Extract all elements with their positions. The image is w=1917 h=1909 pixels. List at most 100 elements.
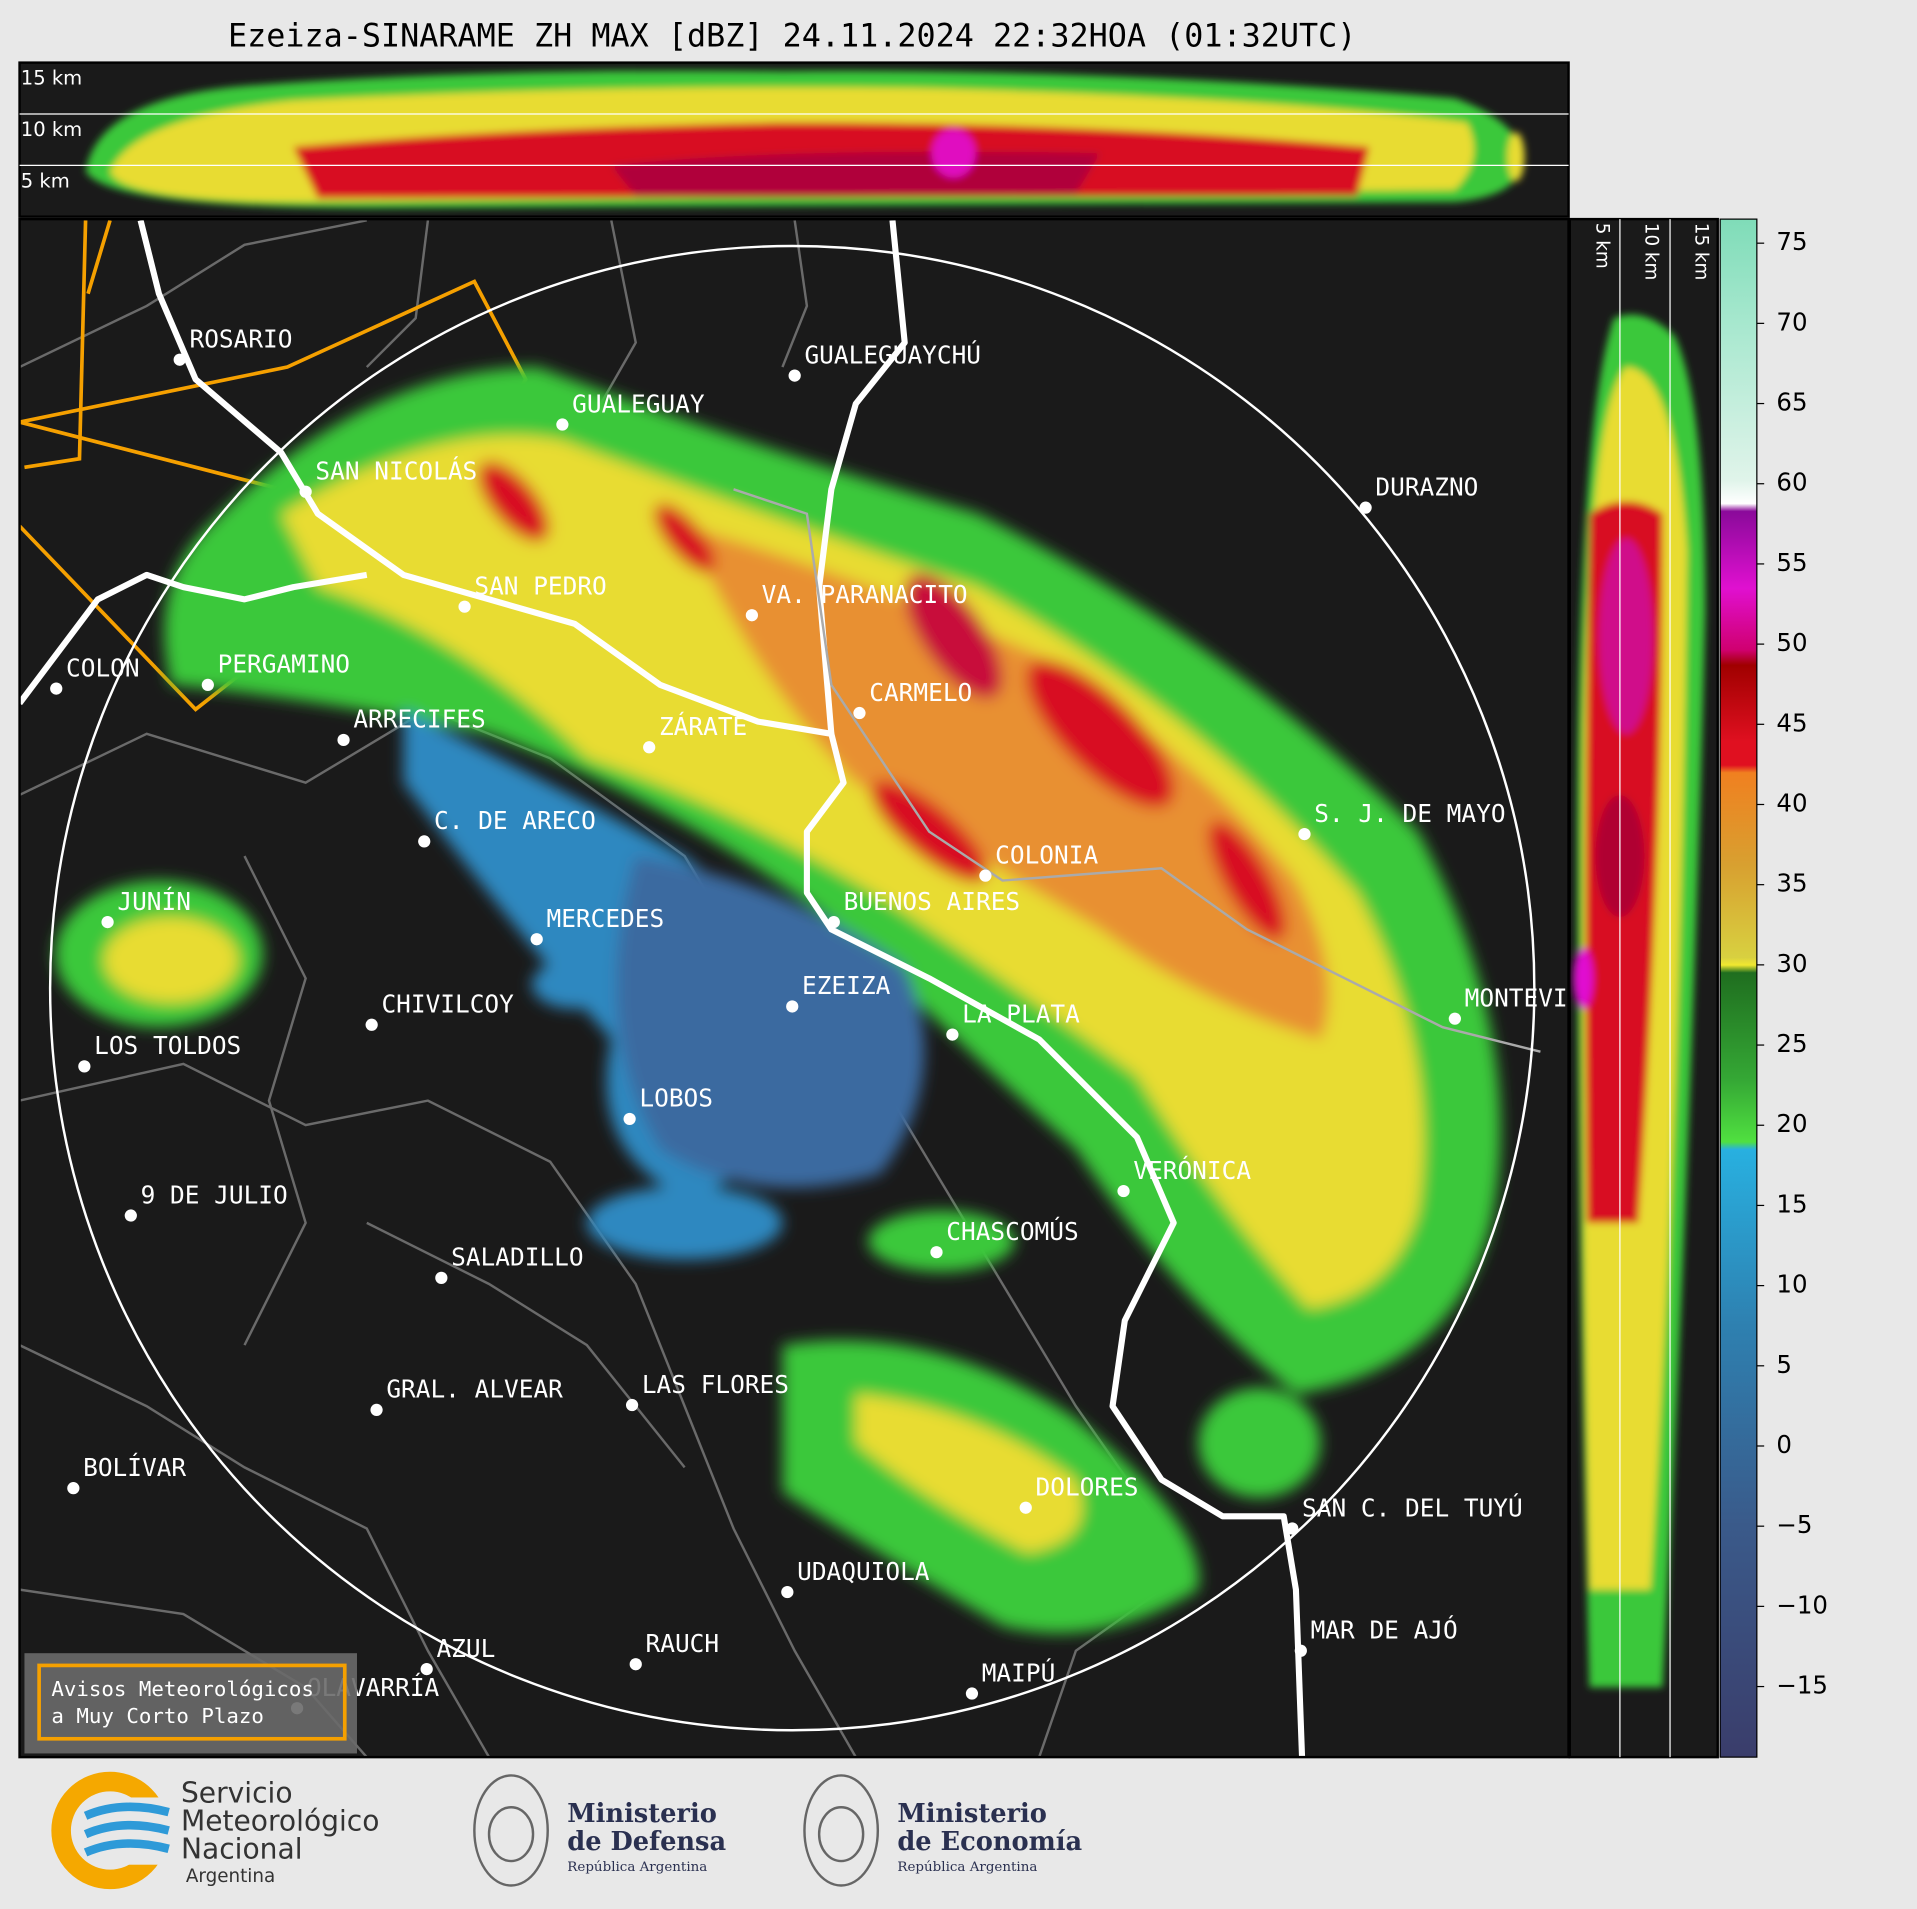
place-label: MAIPÚ [982, 1657, 1056, 1687]
place-label: JUNÍN [117, 887, 191, 916]
right-cross-section: 5 km 10 km 15 km [1568, 217, 1719, 1759]
place-dot [50, 682, 63, 695]
place-label: RAUCH [646, 1629, 720, 1658]
place-label: ZÁRATE [659, 712, 747, 741]
place-dot [979, 869, 992, 882]
place-dot [788, 369, 801, 382]
place-dot [556, 418, 569, 431]
radar-map: ROSARIO GUALEGUAYCHÚ GUALEGUAY SAN NICOLÁS D… [18, 217, 1612, 1759]
place-dot [781, 1585, 794, 1599]
place-dot [101, 915, 114, 929]
colorbar: −15 −10 −5 0 5 10 15 20 25 30 35 40 45 50 55 60 65 70 75 [1719, 218, 1828, 1758]
height-label: 15 km [1691, 223, 1712, 281]
place-dot [946, 1028, 959, 1041]
colorbar-tick-label: 65 [1776, 388, 1807, 417]
place-label: EZEIZA [802, 971, 891, 1000]
top-cross-section: 15 km 10 km 5 km [18, 61, 1570, 218]
colorbar-tick-label: 40 [1776, 788, 1807, 817]
place-dot [786, 1000, 799, 1013]
place-dot [337, 733, 350, 747]
legend-line: Avisos Meteorológicos [51, 1677, 314, 1701]
place-label: LA PLATA [962, 999, 1080, 1028]
place-dot [1286, 1522, 1299, 1535]
logo-text: Ministerio [897, 1799, 1047, 1829]
height-label: 10 km [1641, 223, 1662, 281]
place-label: GUALEGUAYCHÚ [804, 339, 981, 369]
place-label: CARMELO [869, 678, 972, 707]
place-label: COLON [66, 653, 140, 682]
logo-text: Meteorológico [181, 1804, 380, 1837]
place-dot [530, 933, 543, 946]
legend-line: a Muy Corto Plazo [51, 1704, 264, 1728]
place-label: SAN NICOLÁS [315, 457, 477, 486]
place-dot [124, 1209, 137, 1222]
place-label: DOLORES [1036, 1472, 1139, 1501]
place-dot [458, 600, 471, 613]
place-dot [365, 1018, 378, 1031]
place-dot [420, 1662, 433, 1676]
colorbar-tick-label: 0 [1776, 1430, 1792, 1459]
place-dot [1117, 1184, 1130, 1198]
place-label: GUALEGUAY [572, 389, 705, 418]
place-label: GRAL. ALVEAR [386, 1375, 563, 1404]
colorbar-tick-label: 20 [1776, 1109, 1807, 1138]
place-dot [629, 1658, 642, 1671]
place-label: COLONIA [995, 840, 1098, 869]
place-label: DURAZNO [1375, 472, 1478, 501]
place-label: LOBOS [639, 1084, 713, 1113]
place-dot [625, 1398, 639, 1412]
warnings-legend[interactable]: Avisos Meteorológicos a Muy Corto Plazo [24, 1653, 357, 1754]
logo-text: Argentina [186, 1866, 275, 1887]
place-label: MAR DE AJÓ [1311, 1615, 1458, 1645]
place-label: AZUL [436, 1634, 495, 1663]
place-dot [78, 1060, 91, 1073]
place-dot [370, 1403, 383, 1417]
place-dot [418, 835, 431, 848]
colorbar-tick-label: 50 [1776, 628, 1807, 657]
place-label: ROSARIO [189, 324, 292, 353]
place-dot [1448, 1012, 1461, 1025]
place-dot [67, 1482, 80, 1495]
height-label: 15 km [21, 67, 82, 90]
place-dot [1359, 501, 1372, 514]
logo-text: Ministerio [567, 1799, 717, 1829]
place-dot [1298, 827, 1311, 841]
place-label: C. DE ARECO [434, 806, 596, 835]
place-label: SAN C. DEL TUYÚ [1302, 1492, 1523, 1522]
height-label: 5 km [21, 169, 70, 192]
place-dot [965, 1687, 979, 1700]
place-label: CHASCOMÚS [946, 1216, 1078, 1246]
place-dot [1294, 1644, 1307, 1657]
logo-text: Nacional [181, 1833, 303, 1866]
colorbar-tick-label: 15 [1776, 1189, 1807, 1218]
place-label: MERCEDES [546, 904, 664, 933]
place-label: LOS TOLDOS [94, 1031, 241, 1060]
place-label: UDAQUIOLA [797, 1557, 930, 1586]
colorbar-tick-label: 5 [1776, 1350, 1792, 1379]
colorbar-tick-label: 35 [1776, 869, 1807, 898]
height-label: 10 km [21, 118, 82, 141]
place-label: MONTEVIDEO [1465, 983, 1612, 1012]
place-label: ARRECIFES [353, 705, 485, 734]
place-label: SALADILLO [451, 1243, 583, 1272]
place-label: S. J. DE MAYO [1314, 799, 1505, 828]
defensa-logo: Ministerio de Defensa República Argentin… [473, 1774, 726, 1887]
colorbar-tick-label: 60 [1776, 468, 1807, 497]
place-label: VA. PARANACITO [762, 580, 968, 609]
colorbar-tick-label: 70 [1776, 307, 1807, 336]
place-dot [1019, 1501, 1032, 1514]
place-label: LAS FLORES [642, 1370, 789, 1399]
colorbar-tick-label: −5 [1776, 1510, 1812, 1539]
colorbar-tick-label: 55 [1776, 548, 1807, 577]
place-dot [853, 706, 866, 720]
footer: Servicio Meteorológico Nacional Argentin… [51, 1771, 1083, 1890]
place-dot [435, 1271, 448, 1284]
colorbar-tick-label: −10 [1776, 1590, 1828, 1619]
colorbar-tick-label: 75 [1776, 227, 1807, 256]
colorbar-tick-label: −15 [1776, 1671, 1828, 1700]
place-dot [173, 353, 186, 366]
colorbar-tick-label: 45 [1776, 708, 1807, 737]
place-dot [299, 485, 312, 498]
smn-logo: Servicio Meteorológico Nacional Argentin… [51, 1771, 380, 1890]
